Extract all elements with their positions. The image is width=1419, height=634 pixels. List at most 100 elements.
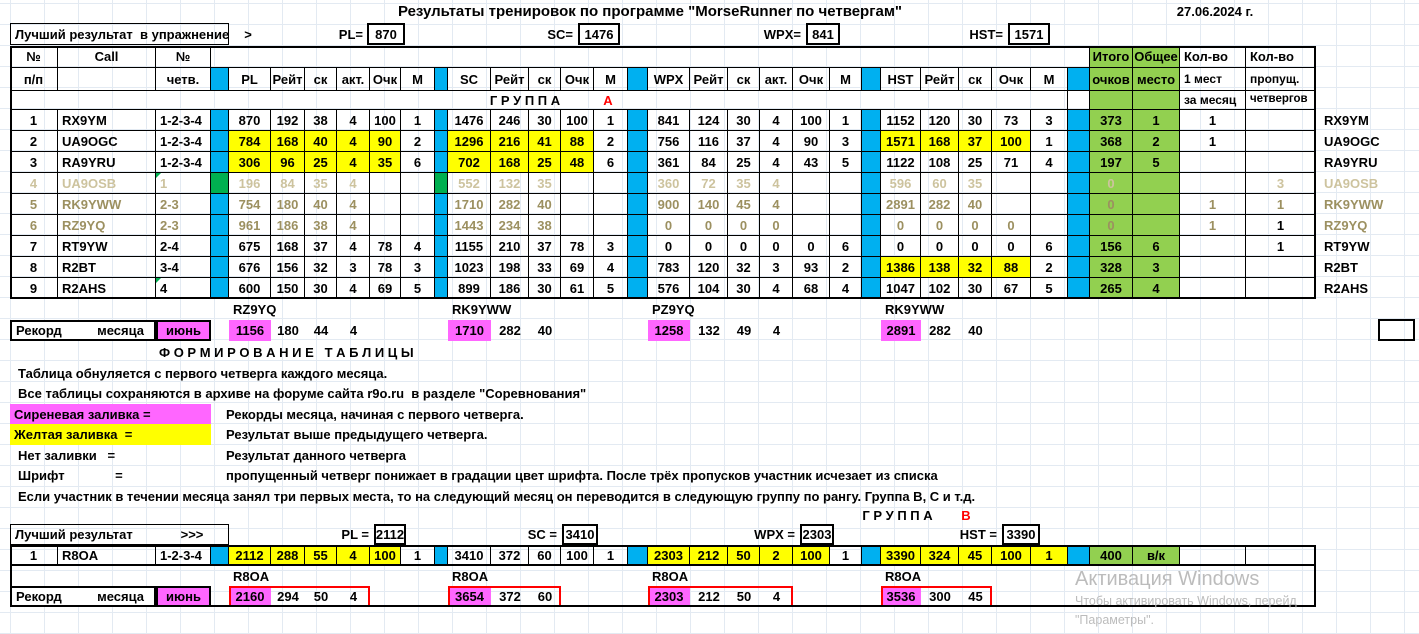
cell-sc-place[interactable]: 2 (594, 131, 628, 152)
cell-wpx-1[interactable]: 116 (690, 131, 728, 152)
cell-pl-place[interactable]: 5 (401, 278, 435, 299)
cell-wpx-3[interactable]: 4 (760, 173, 793, 194)
cell-pl-3[interactable]: 4 (337, 545, 370, 566)
cell-wpx-2[interactable]: 0 (728, 236, 760, 257)
cell-hst-1[interactable]: 60 (921, 173, 959, 194)
cell-pl-3[interactable]: 3 (337, 257, 370, 278)
cell-sc-place[interactable]: 4 (594, 257, 628, 278)
cell-sc-2[interactable]: 30 (529, 110, 561, 131)
cell-total-points[interactable]: 328 (1090, 257, 1133, 278)
cell-sc-1[interactable]: 216 (491, 131, 529, 152)
cell-missed-thursdays[interactable]: 1 (1246, 215, 1316, 236)
cell-pl-place[interactable] (401, 215, 435, 236)
cell-hst-2[interactable]: 30 (959, 278, 992, 299)
row-callsign[interactable]: RA9YRU (58, 152, 156, 173)
cell-sc-1[interactable]: 132 (491, 173, 529, 194)
cell-missed-thursdays[interactable]: 1 (1246, 194, 1316, 215)
cell-hst-3[interactable]: 100 (992, 545, 1031, 566)
cell-hst-0[interactable]: 1386 (881, 257, 921, 278)
row-callsign[interactable]: UA9OGC (58, 131, 156, 152)
cell-hst-0[interactable]: 1122 (881, 152, 921, 173)
cell-pl-2[interactable]: 25 (305, 152, 337, 173)
row-callsign[interactable]: RK9YWW (58, 194, 156, 215)
cell-wpx-place[interactable]: 5 (830, 152, 862, 173)
cell-wpx-4[interactable]: 43 (793, 152, 830, 173)
cell-wpx-place[interactable]: 6 (830, 236, 862, 257)
cell-hst-1[interactable]: 168 (921, 131, 959, 152)
cell-missed-thursdays[interactable] (1246, 278, 1316, 299)
cell-wpx-1[interactable]: 120 (690, 257, 728, 278)
cell-sc-1[interactable]: 198 (491, 257, 529, 278)
row-callsign[interactable]: R2AHS (58, 278, 156, 299)
cell-pl-1[interactable]: 150 (271, 278, 305, 299)
cell-pl-4[interactable]: 90 (370, 131, 401, 152)
cell-sc-place[interactable]: 3 (594, 236, 628, 257)
cell-pl-4[interactable]: 100 (370, 545, 401, 566)
cell-wpx-place[interactable]: 1 (830, 545, 862, 566)
cell-hst-1[interactable]: 282 (921, 194, 959, 215)
cell-hst-3[interactable] (992, 194, 1031, 215)
cell-wpx-1[interactable]: 124 (690, 110, 728, 131)
cell-missed-thursdays[interactable] (1246, 152, 1316, 173)
cell-wpx-0[interactable]: 361 (648, 152, 690, 173)
cell-sc-0[interactable]: 1476 (448, 110, 491, 131)
cell-sc-2[interactable]: 41 (529, 131, 561, 152)
cell-sc-1[interactable]: 234 (491, 215, 529, 236)
row-thursdays[interactable]: 1-2-3-4 (156, 545, 211, 566)
cell-missed-thursdays[interactable] (1246, 110, 1316, 131)
cell-hst-1[interactable]: 0 (921, 215, 959, 236)
cell-wpx-2[interactable]: 0 (728, 215, 760, 236)
cell-pl-0[interactable]: 600 (229, 278, 271, 299)
cell-sc-2[interactable]: 38 (529, 215, 561, 236)
cell-pl-place[interactable]: 2 (401, 131, 435, 152)
cell-pl-3[interactable]: 4 (337, 173, 370, 194)
cell-pl-2[interactable]: 38 (305, 110, 337, 131)
cell-pl-0[interactable]: 306 (229, 152, 271, 173)
cell-hst-1[interactable]: 102 (921, 278, 959, 299)
row-thursdays[interactable]: 1 (156, 173, 211, 194)
cell-wpx-0[interactable]: 900 (648, 194, 690, 215)
cell-wpx-3[interactable]: 4 (760, 110, 793, 131)
cell-pl-4[interactable] (370, 173, 401, 194)
cell-wpx-3[interactable]: 4 (760, 152, 793, 173)
cell-hst-0[interactable]: 2891 (881, 194, 921, 215)
cell-sc-2[interactable]: 60 (529, 545, 561, 566)
cell-pl-0[interactable]: 2112 (229, 545, 271, 566)
cell-pl-4[interactable]: 78 (370, 257, 401, 278)
cell-hst-3[interactable]: 88 (992, 257, 1031, 278)
cell-pl-1[interactable]: 96 (271, 152, 305, 173)
cell-pl-1[interactable]: 168 (271, 131, 305, 152)
cell-wpx-0[interactable]: 0 (648, 236, 690, 257)
cell-hst-3[interactable] (992, 173, 1031, 194)
cell-missed-thursdays[interactable]: 3 (1246, 173, 1316, 194)
row-number[interactable]: 1 (10, 110, 58, 131)
cell-wpx-place[interactable]: 1 (830, 110, 862, 131)
cell-hst-0[interactable]: 0 (881, 236, 921, 257)
cell-hst-0[interactable]: 1571 (881, 131, 921, 152)
row-number[interactable]: 8 (10, 257, 58, 278)
row-thursdays[interactable]: 2-3 (156, 215, 211, 236)
row-thursdays[interactable]: 1-2-3-4 (156, 110, 211, 131)
cell-wpx-0[interactable]: 841 (648, 110, 690, 131)
cell-pl-place[interactable] (401, 173, 435, 194)
cell-hst-2[interactable]: 40 (959, 194, 992, 215)
cell-wpx-4[interactable]: 68 (793, 278, 830, 299)
cell-pl-2[interactable]: 38 (305, 215, 337, 236)
cell-pl-1[interactable]: 186 (271, 215, 305, 236)
cell-wpx-2[interactable]: 45 (728, 194, 760, 215)
row-callsign[interactable]: R8OA (58, 545, 156, 566)
cell-hst-2[interactable]: 25 (959, 152, 992, 173)
cell-overall-place[interactable]: в/к (1133, 545, 1180, 566)
cell-first-places[interactable] (1180, 257, 1246, 278)
cell-wpx-0[interactable]: 2303 (648, 545, 690, 566)
cell-pl-4[interactable]: 69 (370, 278, 401, 299)
row-callsign[interactable]: R2BT (58, 257, 156, 278)
cell-hst-3[interactable]: 71 (992, 152, 1031, 173)
cell-wpx-2[interactable]: 30 (728, 278, 760, 299)
row-thursdays[interactable]: 1-2-3-4 (156, 131, 211, 152)
cell-sc-place[interactable] (594, 194, 628, 215)
cell-sc-1[interactable]: 372 (491, 545, 529, 566)
cell-wpx-4[interactable]: 93 (793, 257, 830, 278)
cell-pl-2[interactable]: 40 (305, 194, 337, 215)
cell-hst-0[interactable]: 596 (881, 173, 921, 194)
